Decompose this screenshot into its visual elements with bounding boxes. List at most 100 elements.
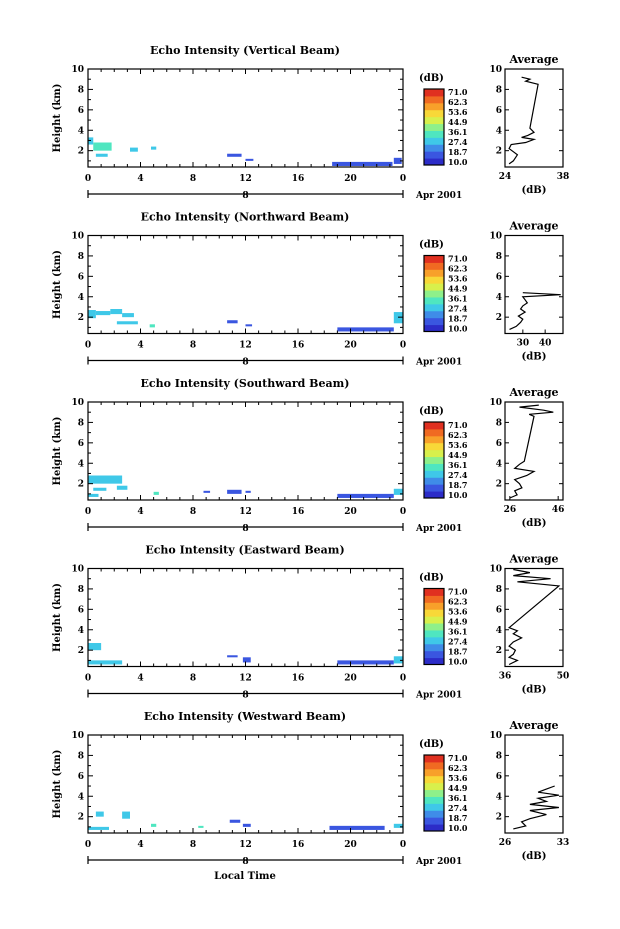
colorbar-swatch — [424, 657, 444, 665]
colorbar-swatch — [424, 442, 444, 451]
panel-title: Echo Intensity (Vertical Beam) — [150, 44, 340, 57]
colorbar-swatch — [424, 151, 444, 159]
colorbar-tick-label: 71.0 — [448, 254, 468, 264]
colorbar-swatch — [424, 428, 444, 437]
echo-cell — [227, 489, 242, 494]
x-tick-label: 8 — [190, 840, 196, 850]
average-title: Average — [508, 553, 558, 566]
colorbar-tick-label: 18.7 — [448, 480, 467, 490]
colorbar-frame — [423, 254, 445, 333]
colorbar-tick-label: 10.0 — [448, 490, 468, 500]
colorbar-tick-label: 71.0 — [448, 87, 468, 97]
y-axis-label: Height (km) — [52, 417, 63, 486]
colorbar-swatch — [424, 470, 444, 478]
y-axis-label: Height (km) — [52, 750, 63, 819]
echo-cell — [88, 493, 99, 497]
echo-cell — [242, 823, 251, 827]
echo-cell — [227, 320, 238, 324]
echo-cell — [337, 327, 394, 332]
y-tick-label: 2 — [78, 313, 84, 323]
panel-title: Echo Intensity (Westward Beam) — [144, 710, 346, 723]
echo-cell — [88, 137, 94, 145]
echo-cell — [153, 491, 159, 495]
colorbar-tick-label: 27.4 — [448, 637, 468, 647]
avg-x-tick-label: 33 — [557, 838, 570, 848]
colorbar-swatch — [424, 137, 444, 145]
colorbar-tick-label: 71.0 — [448, 420, 468, 430]
colorbar-swatch — [424, 782, 444, 791]
x-tick-label: 20 — [344, 674, 357, 684]
colorbar-swatch — [424, 144, 444, 152]
y-tick-label: 10 — [71, 398, 84, 408]
x-tick-label: 16 — [292, 840, 305, 850]
colorbar-tick-label: 18.7 — [448, 813, 467, 823]
colorbar-swatch — [424, 269, 444, 277]
x-tick-label: 16 — [292, 507, 305, 517]
y-tick-label: 4 — [78, 126, 84, 136]
avg-x-tick-label: 30 — [517, 339, 530, 349]
echo-cell — [229, 819, 241, 823]
average-frame — [504, 401, 564, 501]
average-profile-line — [513, 785, 559, 830]
avg-y-tick-label: 10 — [489, 232, 502, 242]
colorbar-swatch — [424, 317, 444, 326]
x-tick-label: 16 — [292, 674, 305, 684]
x-tick-label: 12 — [239, 674, 252, 684]
avg-x-tick-label: 24 — [499, 172, 512, 182]
colorbar-tick-label: 10.0 — [448, 324, 468, 334]
colorbar-swatch — [424, 768, 444, 777]
colorbar-swatch — [424, 588, 444, 596]
echo-cell — [393, 488, 403, 495]
plot-frame — [87, 234, 404, 335]
colorbar-tick-label: 36.1 — [448, 460, 467, 470]
colorbar-swatch — [424, 636, 444, 645]
avg-y-tick-label: 4 — [496, 459, 502, 469]
colorbar-swatch — [424, 629, 444, 638]
colorbar-tick-label: 27.4 — [448, 803, 468, 813]
echo-cell — [245, 324, 253, 327]
x-tick-label: 0 — [400, 840, 406, 850]
date-label: Apr 2001 — [415, 524, 462, 534]
y-tick-label: 10 — [71, 65, 84, 75]
colorbar-tick-label: 53.6 — [448, 274, 468, 284]
colorbar-swatch — [424, 262, 444, 270]
x-tick-label: 0 — [400, 507, 406, 517]
avg-y-tick-label: 8 — [496, 418, 502, 428]
average-title: Average — [508, 386, 558, 399]
y-tick-label: 6 — [78, 439, 84, 449]
avg-y-tick-label: 4 — [496, 293, 502, 303]
echo-cell — [93, 487, 107, 491]
colorbar-swatch — [424, 817, 444, 825]
colorbar-tick-label: 53.6 — [448, 607, 468, 617]
colorbar-swatch — [424, 643, 444, 652]
colorbar-swatch — [424, 123, 444, 131]
avg-x-axis-label: (dB) — [522, 518, 547, 529]
colorbar-swatch — [424, 616, 444, 624]
colorbar-tick-label: 62.3 — [448, 264, 468, 274]
day-label: 8 — [242, 358, 248, 368]
colorbar-swatch — [424, 422, 444, 430]
day-label: 8 — [242, 524, 248, 534]
avg-y-tick-label: 4 — [496, 626, 502, 636]
average-title: Average — [508, 220, 558, 233]
colorbar-swatch — [424, 623, 444, 631]
x-tick-label: 20 — [344, 174, 357, 184]
echo-cell — [329, 825, 385, 830]
avg-y-tick-label: 6 — [496, 772, 502, 782]
y-axis-label: Height (km) — [52, 250, 63, 319]
avg-x-axis-label: (dB) — [522, 185, 547, 196]
y-tick-label: 2 — [78, 147, 84, 157]
colorbar-tick-label: 36.1 — [448, 294, 467, 304]
colorbar-frame — [423, 88, 445, 166]
average-profile-line — [507, 568, 561, 666]
avg-y-tick-label: 10 — [489, 731, 502, 741]
colorbar-tick-label: 53.6 — [448, 773, 468, 783]
colorbar-swatch — [424, 463, 444, 471]
colorbar-tick-label: 44.9 — [448, 117, 468, 127]
avg-y-tick-label: 2 — [496, 813, 502, 823]
y-tick-label: 2 — [78, 646, 84, 656]
echo-cell — [116, 321, 138, 325]
